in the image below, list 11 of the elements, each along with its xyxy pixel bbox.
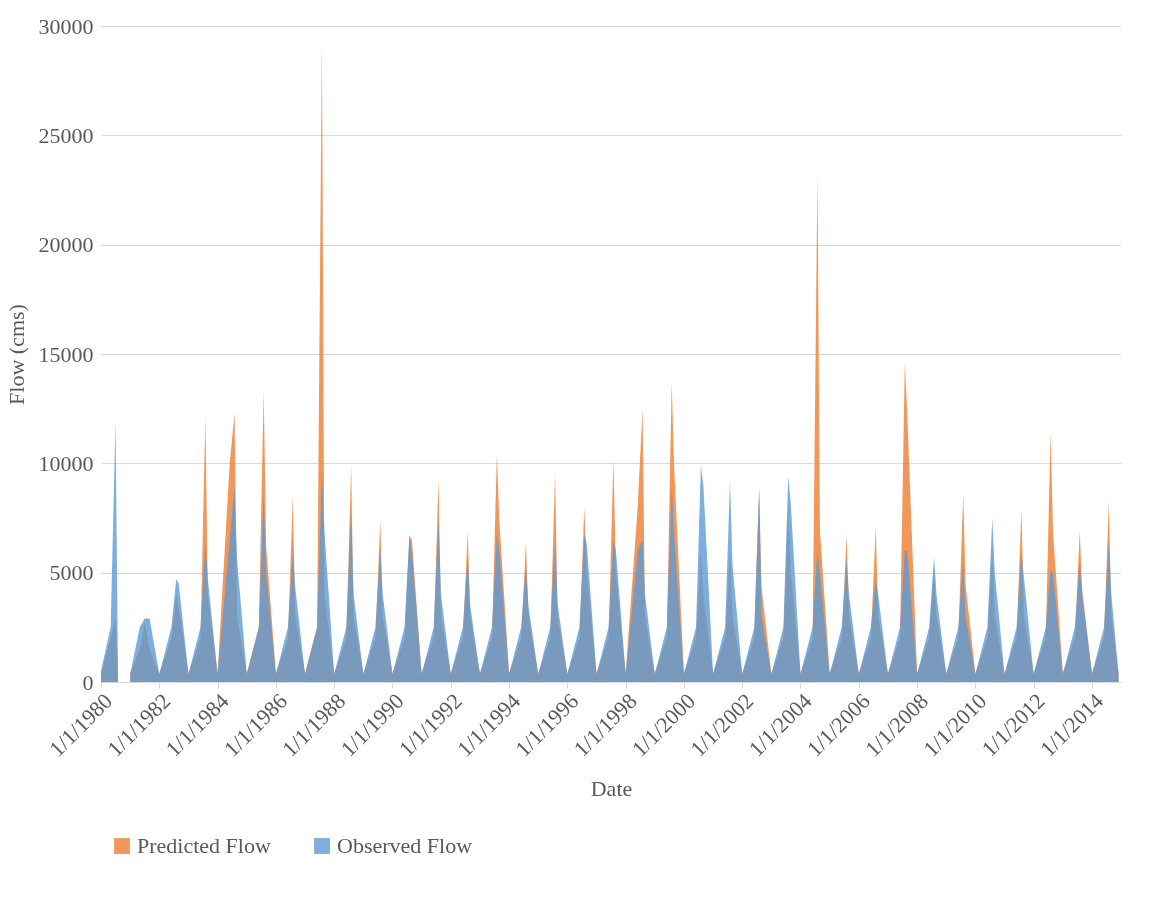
y-tick-label: 20000 [38, 232, 94, 258]
x-axis-title: Date [590, 775, 633, 801]
y-axis-title: Flow (cms) [3, 304, 29, 405]
y-tick-label: 10000 [38, 450, 94, 476]
y-tick-label: 25000 [38, 122, 94, 148]
y-tick-label: 30000 [38, 13, 94, 39]
y-tick-label: 15000 [38, 341, 94, 367]
legend-label: Predicted Flow [137, 833, 271, 858]
y-tick-label: 5000 [49, 560, 94, 586]
legend-label: Observed Flow [337, 833, 473, 858]
y-tick-label: 0 [82, 669, 94, 695]
